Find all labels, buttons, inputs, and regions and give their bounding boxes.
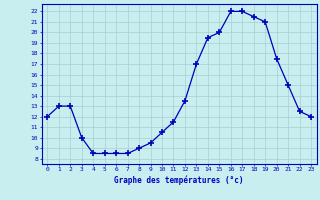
X-axis label: Graphe des températures (°c): Graphe des températures (°c) xyxy=(115,175,244,185)
